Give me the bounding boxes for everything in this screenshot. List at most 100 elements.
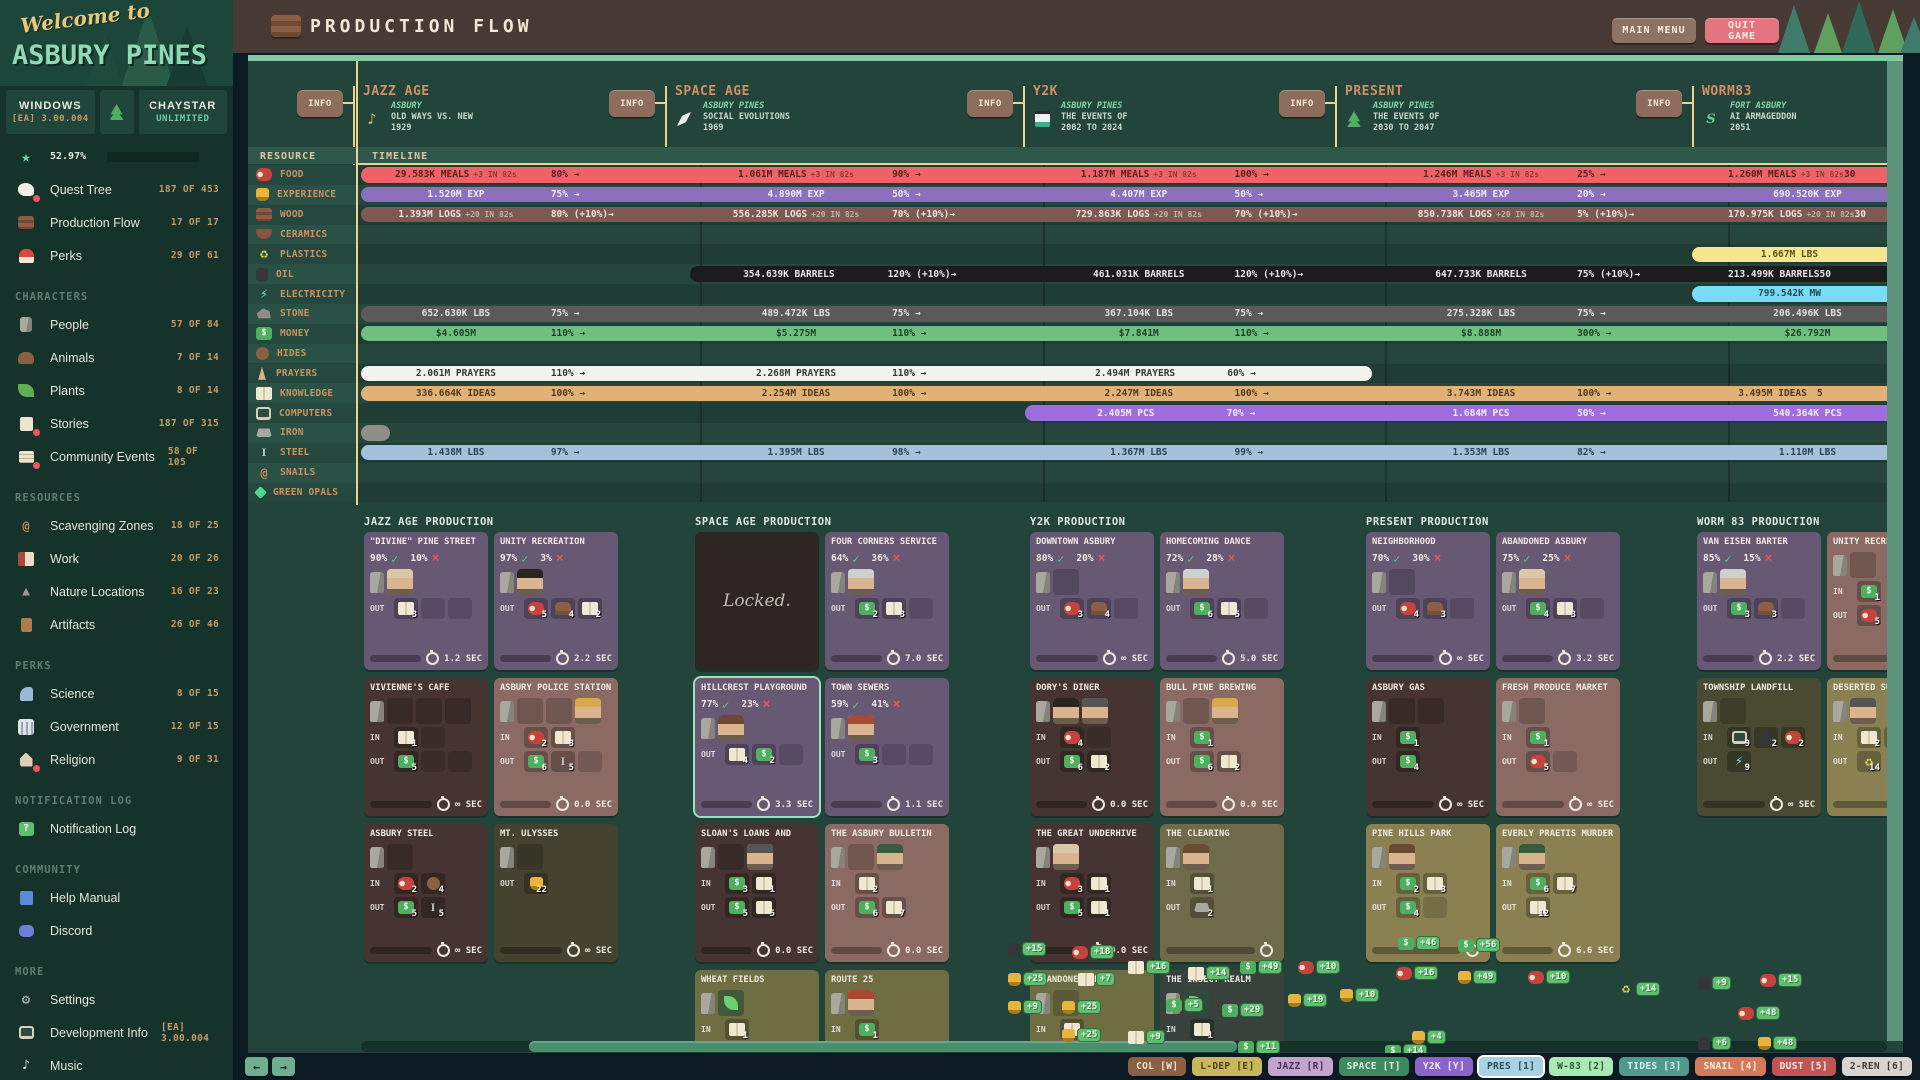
item-meat[interactable]: 3 <box>1060 598 1084 620</box>
item-sofa[interactable]: 3 <box>1423 598 1447 620</box>
production-card-the-asbury-bulletin[interactable]: THE ASBURY BULLETIN IN 2 OUT $6 7 0.0 SEC <box>825 824 949 962</box>
worker-portrait[interactable] <box>575 698 601 724</box>
resource-row-iron[interactable]: IRON <box>248 423 356 443</box>
era-tab-l-dep-e-[interactable]: L-DEP [E] <box>1192 1057 1263 1076</box>
production-card-the-insect-realm[interactable]: THE INSECT REALMIN1OUT25 <box>1160 970 1284 1041</box>
worker-portrait[interactable] <box>517 569 543 595</box>
scroll-left-button[interactable]: ← <box>245 1057 268 1076</box>
item-sofa[interactable]: 4 <box>551 598 575 620</box>
item-book[interactable]: 1 <box>752 873 776 895</box>
resource-bar[interactable]: 2.405M PCS 70% → 1.684M PCS 50% → 540.364K P… <box>1025 405 1887 421</box>
item-cash[interactable]: $6 <box>1190 598 1214 620</box>
resource-bar[interactable]: 1.520M EXP 75% → 4.890M EXP 50% → 4.407M EXP… <box>361 187 1887 203</box>
item-book[interactable]: 1 <box>394 727 418 749</box>
item-cash[interactable]: $3 <box>1727 598 1751 620</box>
production-card-asbury-steel[interactable]: ASBURY STEEL IN 2 4 OUT $5 I 5 ∞ SEC <box>364 824 488 962</box>
item-cash[interactable]: $4 <box>1526 598 1550 620</box>
item-book[interactable]: 2 <box>1857 727 1881 749</box>
item-cash[interactable]: $3 <box>855 744 879 766</box>
resource-row-experience[interactable]: EXPERIENCE <box>248 184 356 205</box>
production-card-unity-recreation[interactable]: UNITY RECREATION 97% ✓ 3% × OUT 5 4 2 2.2 SEC <box>494 532 618 670</box>
item-meat[interactable]: 2 <box>394 873 418 895</box>
production-card-van-eisen-barter[interactable]: VAN EISEN BARTER 85% ✓ 15% × OUT $3 3 2.2 SEC <box>1697 532 1821 670</box>
era-tab-2-ren-6-[interactable]: 2-REN [6] <box>1841 1057 1912 1076</box>
production-card-deserted-suburbs[interactable]: DESERTED SUBURBS IN 22 OUT ♻14 <box>1827 678 1887 816</box>
worker-portrait[interactable] <box>1082 698 1108 724</box>
production-card-fresh-produce-market[interactable]: FRESH PRODUCE MARKET IN $1 OUT 5 ∞ SEC <box>1496 678 1620 816</box>
sidebar-item-quest-tree[interactable]: Quest Tree 187 OF 453 <box>0 173 233 206</box>
item-meat[interactable]: 5 <box>1526 751 1550 773</box>
sidebar-item-production-flow[interactable]: Production Flow 17 OF 17 <box>0 206 233 239</box>
empty-worker-slot[interactable] <box>445 698 471 724</box>
resource-row-plastics[interactable]: ♻ PLASTICS <box>248 244 356 265</box>
sidebar-item-stories[interactable]: Stories 187 OF 315 <box>0 407 233 440</box>
item-book[interactable]: 3 <box>882 598 906 620</box>
production-card-vivienne-s-caf-[interactable]: VIVIENNE'S CAFÉ IN 1 OUT $5 ∞ SEC <box>364 678 488 816</box>
item-book[interactable]: 12 <box>1526 897 1550 919</box>
item-book[interactable]: 2 <box>1217 751 1241 773</box>
era-info-button-jazz-age[interactable]: INFO <box>297 90 343 117</box>
item-book[interactable]: 3 <box>1553 598 1577 620</box>
worker-portrait[interactable] <box>1519 569 1545 595</box>
item-book[interactable]: 3 <box>551 727 575 749</box>
production-card--divine-pine-street[interactable]: "DIVINE" PINE STREET 90% ✓ 10% × OUT 3 1.2 SEC <box>364 532 488 670</box>
resource-row-electricity[interactable]: ⚡ ELECTRICITY <box>248 284 356 304</box>
resource-bar[interactable] <box>361 425 390 441</box>
era-tab-tides-3-[interactable]: TIDES [3] <box>1619 1057 1690 1076</box>
empty-worker-slot[interactable] <box>1053 569 1079 595</box>
timeline-row-track[interactable] <box>356 284 1887 304</box>
horizontal-scrollbar-thumb[interactable] <box>529 1041 1237 1052</box>
resource-row-computers[interactable]: COMPUTERS <box>248 403 356 424</box>
item-cash[interactable]: $6 <box>524 751 548 773</box>
item-cash[interactable]: $5 <box>1060 897 1084 919</box>
resource-bar[interactable]: 2.061M PRAYERS 110% → 2.268M PRAYERS 110% →… <box>361 365 1372 382</box>
production-card-downtown-asbury[interactable]: DOWNTOWN ASBURY 80% ✓ 20% × OUT 3 4 ∞ SEC <box>1030 532 1154 670</box>
resource-row-snails[interactable]: @ SNAILS <box>248 462 356 483</box>
production-card-the-clearing[interactable]: THE CLEARING IN 1 OUT 2 <box>1160 824 1284 962</box>
timeline-row-track[interactable] <box>356 224 1887 245</box>
worker-portrait[interactable] <box>1053 698 1079 724</box>
sidebar-item-development-info[interactable]: Development Info [EA] 3.00.004 <box>0 1016 233 1049</box>
worker-portrait[interactable] <box>1519 844 1545 870</box>
empty-worker-slot[interactable] <box>1850 552 1876 578</box>
item-book[interactable]: 5 <box>1217 598 1241 620</box>
worker-portrait[interactable] <box>877 844 903 870</box>
sidebar-item-government[interactable]: Government 12 OF 15 <box>0 710 233 743</box>
sidebar-item-religion[interactable]: Religion 9 OF 31 <box>0 743 233 776</box>
era-info-button-worm83[interactable]: INFO <box>1636 90 1682 117</box>
resource-bar[interactable]: 652.630K LBS 75% → 489.472K LBS 75% → 367.10… <box>361 306 1887 322</box>
empty-worker-slot[interactable] <box>416 698 442 724</box>
item-meat[interactable]: 2 <box>1781 727 1805 749</box>
sidebar-item-scavenging-zones[interactable]: @ Scavenging Zones 18 OF 25 <box>0 509 233 542</box>
worker-portrait[interactable] <box>1850 698 1876 724</box>
sidebar-item-work[interactable]: Work 20 OF 26 <box>0 542 233 575</box>
worker-portrait[interactable] <box>1720 569 1746 595</box>
item-meat[interactable]: 5 <box>1857 605 1881 627</box>
production-card-asbury-gas[interactable]: ASBURY GAS IN $1 OUT $4 ∞ SEC <box>1366 678 1490 816</box>
worker-portrait[interactable] <box>848 715 874 741</box>
worker-portrait[interactable] <box>1053 844 1079 870</box>
item-book[interactable]: 1 <box>1190 1019 1214 1041</box>
item-cash[interactable]: $2 <box>1396 873 1420 895</box>
item-book[interactable]: 1 <box>1087 897 1111 919</box>
item-cash[interactable]: $6 <box>1190 751 1214 773</box>
production-card-unity-recreation[interactable]: UNITY RECREATION IN $1 OUT 5 <box>1827 532 1887 670</box>
worker-portrait[interactable] <box>1183 844 1209 870</box>
production-card-abandoned-asbury[interactable]: ABANDONED ASBURY 75% ✓ 25% × OUT $4 3 3.2 SEC <box>1496 532 1620 670</box>
resource-bar[interactable]: 336.664K IDEAS 100% → 2.254M IDEAS 100% → 2.… <box>361 385 1887 401</box>
resource-row-money[interactable]: $ MONEY <box>248 323 356 344</box>
production-card-mt-ulysses[interactable]: MT. ULYSSES OUT 22 ∞ SEC <box>494 824 618 962</box>
empty-worker-slot[interactable] <box>1389 569 1415 595</box>
item-recycle[interactable]: ♻ 14 <box>1857 751 1881 773</box>
era-tab-col-w-[interactable]: COL [W] <box>1128 1057 1187 1076</box>
item-cash[interactable]: $6 <box>1526 873 1550 895</box>
item-cash[interactable]: $1 <box>855 1019 879 1041</box>
quit-game-button[interactable]: QUIT GAME <box>1705 18 1779 43</box>
empty-worker-slot[interactable] <box>517 698 543 724</box>
item-book[interactable]: 1 <box>1190 873 1214 895</box>
item-trash[interactable]: 2 <box>1754 727 1778 749</box>
resource-bar[interactable]: 1.393M LOGS +20 IN 82s 80% (+10%)→ 556.285K… <box>361 206 1887 223</box>
timeline-row-track[interactable] <box>356 462 1887 483</box>
production-card-homecoming-dance[interactable]: HOMECOMING DANCE 72% ✓ 28% × OUT $6 5 5.0 SEC <box>1160 532 1284 670</box>
empty-worker-slot[interactable] <box>1183 698 1209 724</box>
